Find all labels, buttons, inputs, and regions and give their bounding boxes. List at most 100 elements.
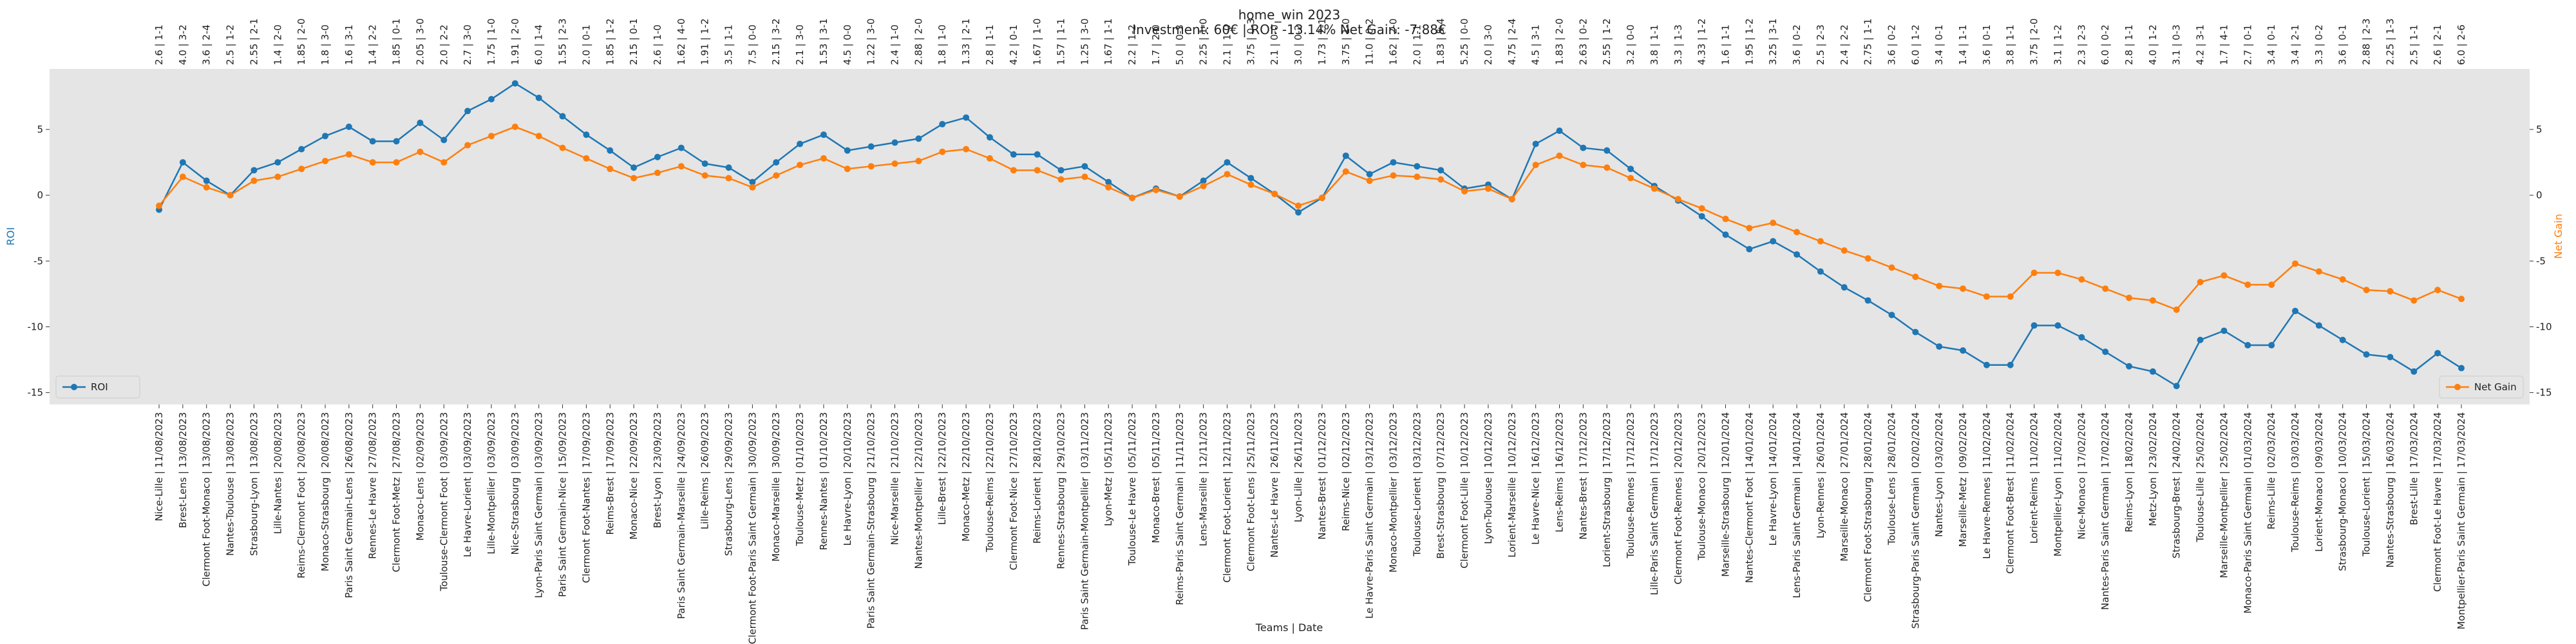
y-axis-label: ROI: [5, 227, 17, 245]
x-tick-label: Montpellier-Paris Saint Germain | 17/03/…: [2456, 412, 2467, 629]
point: [2458, 365, 2465, 372]
legend-marker: [2454, 384, 2461, 390]
top-annotation: 2.7 | 0-1: [2242, 24, 2253, 65]
point: [2173, 306, 2180, 313]
y-tick-label: -15: [28, 387, 44, 399]
top-annotation: 5.0 | 0-3: [1174, 24, 1186, 65]
point: [1651, 185, 1658, 192]
x-tick-label: Nice-Strasbourg | 03/09/2023: [509, 412, 521, 555]
point: [820, 155, 827, 162]
point: [1484, 185, 1492, 192]
point: [1888, 264, 1895, 271]
x-tick-label: Lens-Marseille | 12/11/2023: [1198, 412, 1209, 546]
x-tick-label: Metz-Lyon | 23/02/2024: [2147, 412, 2159, 526]
point: [2031, 269, 2038, 276]
point: [1627, 175, 1634, 182]
point: [630, 175, 638, 182]
top-annotation: 3.6 | 0-1: [2337, 24, 2349, 65]
x-tick-label: Clermont Foot-Le Havre | 17/03/2024: [2432, 412, 2443, 592]
x-axis-label: Teams | Date: [1255, 621, 1323, 634]
top-annotation: 1.22 | 3-0: [866, 19, 877, 66]
point: [797, 140, 804, 147]
point: [2031, 322, 2038, 329]
top-annotation: 1.8 | 1-0: [936, 24, 948, 65]
point: [1342, 152, 1349, 159]
point: [654, 169, 661, 176]
point: [2126, 294, 2133, 301]
top-annotation: 4.2 | 0-1: [1008, 24, 1019, 65]
point: [1105, 184, 1112, 191]
point: [2078, 334, 2085, 341]
point: [1390, 159, 1397, 166]
series-line: [158, 82, 2462, 388]
point: [2410, 368, 2418, 375]
y2-tick-label: -10: [2536, 321, 2552, 332]
top-annotation: 2.1 | 3-0: [794, 24, 806, 65]
top-annotation: 1.91 | 2-0: [509, 19, 521, 66]
top-annotation: 3.5 | 1-1: [723, 24, 735, 65]
x-tick-label: Strasbourg-Lyon | 13/08/2023: [248, 412, 260, 556]
point: [251, 177, 258, 184]
x-tick-label: Lens-Paris Saint Germain | 14/01/2024: [1791, 412, 1803, 598]
x-tick-label: Paris Saint Germain-Nice | 15/09/2023: [557, 412, 569, 597]
point: [1105, 178, 1112, 185]
top-annotation: 3.6 | 0-2: [1886, 24, 1897, 65]
legend-label: ROI: [91, 381, 108, 393]
top-annotation: 1.7 | 2-0: [1150, 24, 1162, 65]
top-annotation: 2.1 | 0-0: [1269, 24, 1280, 65]
x-tick-label: Nantes-Clermont Foot | 14/01/2024: [1743, 412, 1755, 583]
x-tick-label: Marseille-Monaco | 27/01/2024: [1839, 412, 1850, 562]
point: [2149, 368, 2156, 375]
x-tick-label: Strasbourg-Monaco | 10/03/2024: [2337, 412, 2349, 571]
point: [535, 133, 542, 140]
point: [2315, 268, 2322, 275]
point: [1556, 128, 1563, 135]
x-tick-label: Clermont Foot-Strasbourg | 28/01/2024: [1862, 412, 1874, 602]
point: [1864, 297, 1871, 304]
top-annotation: 4.33 | 1-2: [1696, 19, 1708, 66]
point: [2221, 272, 2228, 279]
top-annotation: 6.0 | 0-2: [2099, 24, 2111, 65]
x-tick-label: Le Havre-Lyon | 14/01/2024: [1767, 412, 1779, 546]
x-tick-label: Clermont Foot-Lorient | 12/11/2023: [1222, 412, 1233, 583]
x-tick-label: Nice-Lille | 11/08/2023: [153, 412, 165, 521]
x-tick-label: Monaco-Nice | 22/09/2023: [628, 412, 639, 540]
point: [1081, 163, 1088, 170]
top-annotation: 2.63 | 0-2: [1577, 19, 1589, 66]
point: [1960, 347, 1967, 354]
point: [179, 173, 186, 180]
point: [559, 144, 566, 151]
top-annotation: 2.8 | 1-1: [984, 24, 996, 65]
x-tick-label: Nantes-Brest | 01/12/2023: [1316, 412, 1328, 540]
point: [1247, 175, 1255, 182]
point: [1770, 220, 1777, 227]
x-tick-label: Monaco-Brest | 05/11/2023: [1150, 412, 1162, 544]
point: [203, 184, 210, 191]
point: [535, 94, 542, 101]
top-annotation: 1.4 | 2-0: [272, 24, 283, 65]
point: [2458, 296, 2465, 303]
point: [1129, 194, 1136, 202]
top-annotation: 2.88 | 2-0: [913, 19, 924, 66]
point: [1841, 247, 1848, 254]
point: [725, 164, 732, 171]
x-tick-label: Toulouse-Reims | 22/10/2023: [984, 412, 996, 553]
top-annotation: 2.8 | 1-1: [2123, 24, 2135, 65]
point: [2197, 278, 2204, 285]
x-tick-label: Rennes-Le Havre | 27/08/2023: [367, 412, 379, 559]
point: [274, 159, 281, 166]
y2-tick-label: -5: [2536, 255, 2546, 267]
x-tick-label: Lyon-Paris Saint Germain | 03/09/2023: [533, 412, 545, 598]
top-annotation: 3.75 | 0-3: [1245, 19, 1256, 66]
point: [986, 134, 993, 141]
point: [1912, 273, 1919, 280]
x-tick-label: Toulouse-Rennes | 17/12/2023: [1625, 412, 1636, 559]
point: [1461, 188, 1468, 195]
point: [2363, 351, 2370, 358]
point: [915, 158, 922, 165]
x-tick-label: Nantes-Brest | 17/12/2023: [1577, 412, 1589, 540]
point: [1817, 238, 1824, 245]
top-annotation: 3.8 | 1-1: [2005, 24, 2016, 65]
point: [1176, 193, 1183, 200]
point: [1983, 293, 1990, 300]
